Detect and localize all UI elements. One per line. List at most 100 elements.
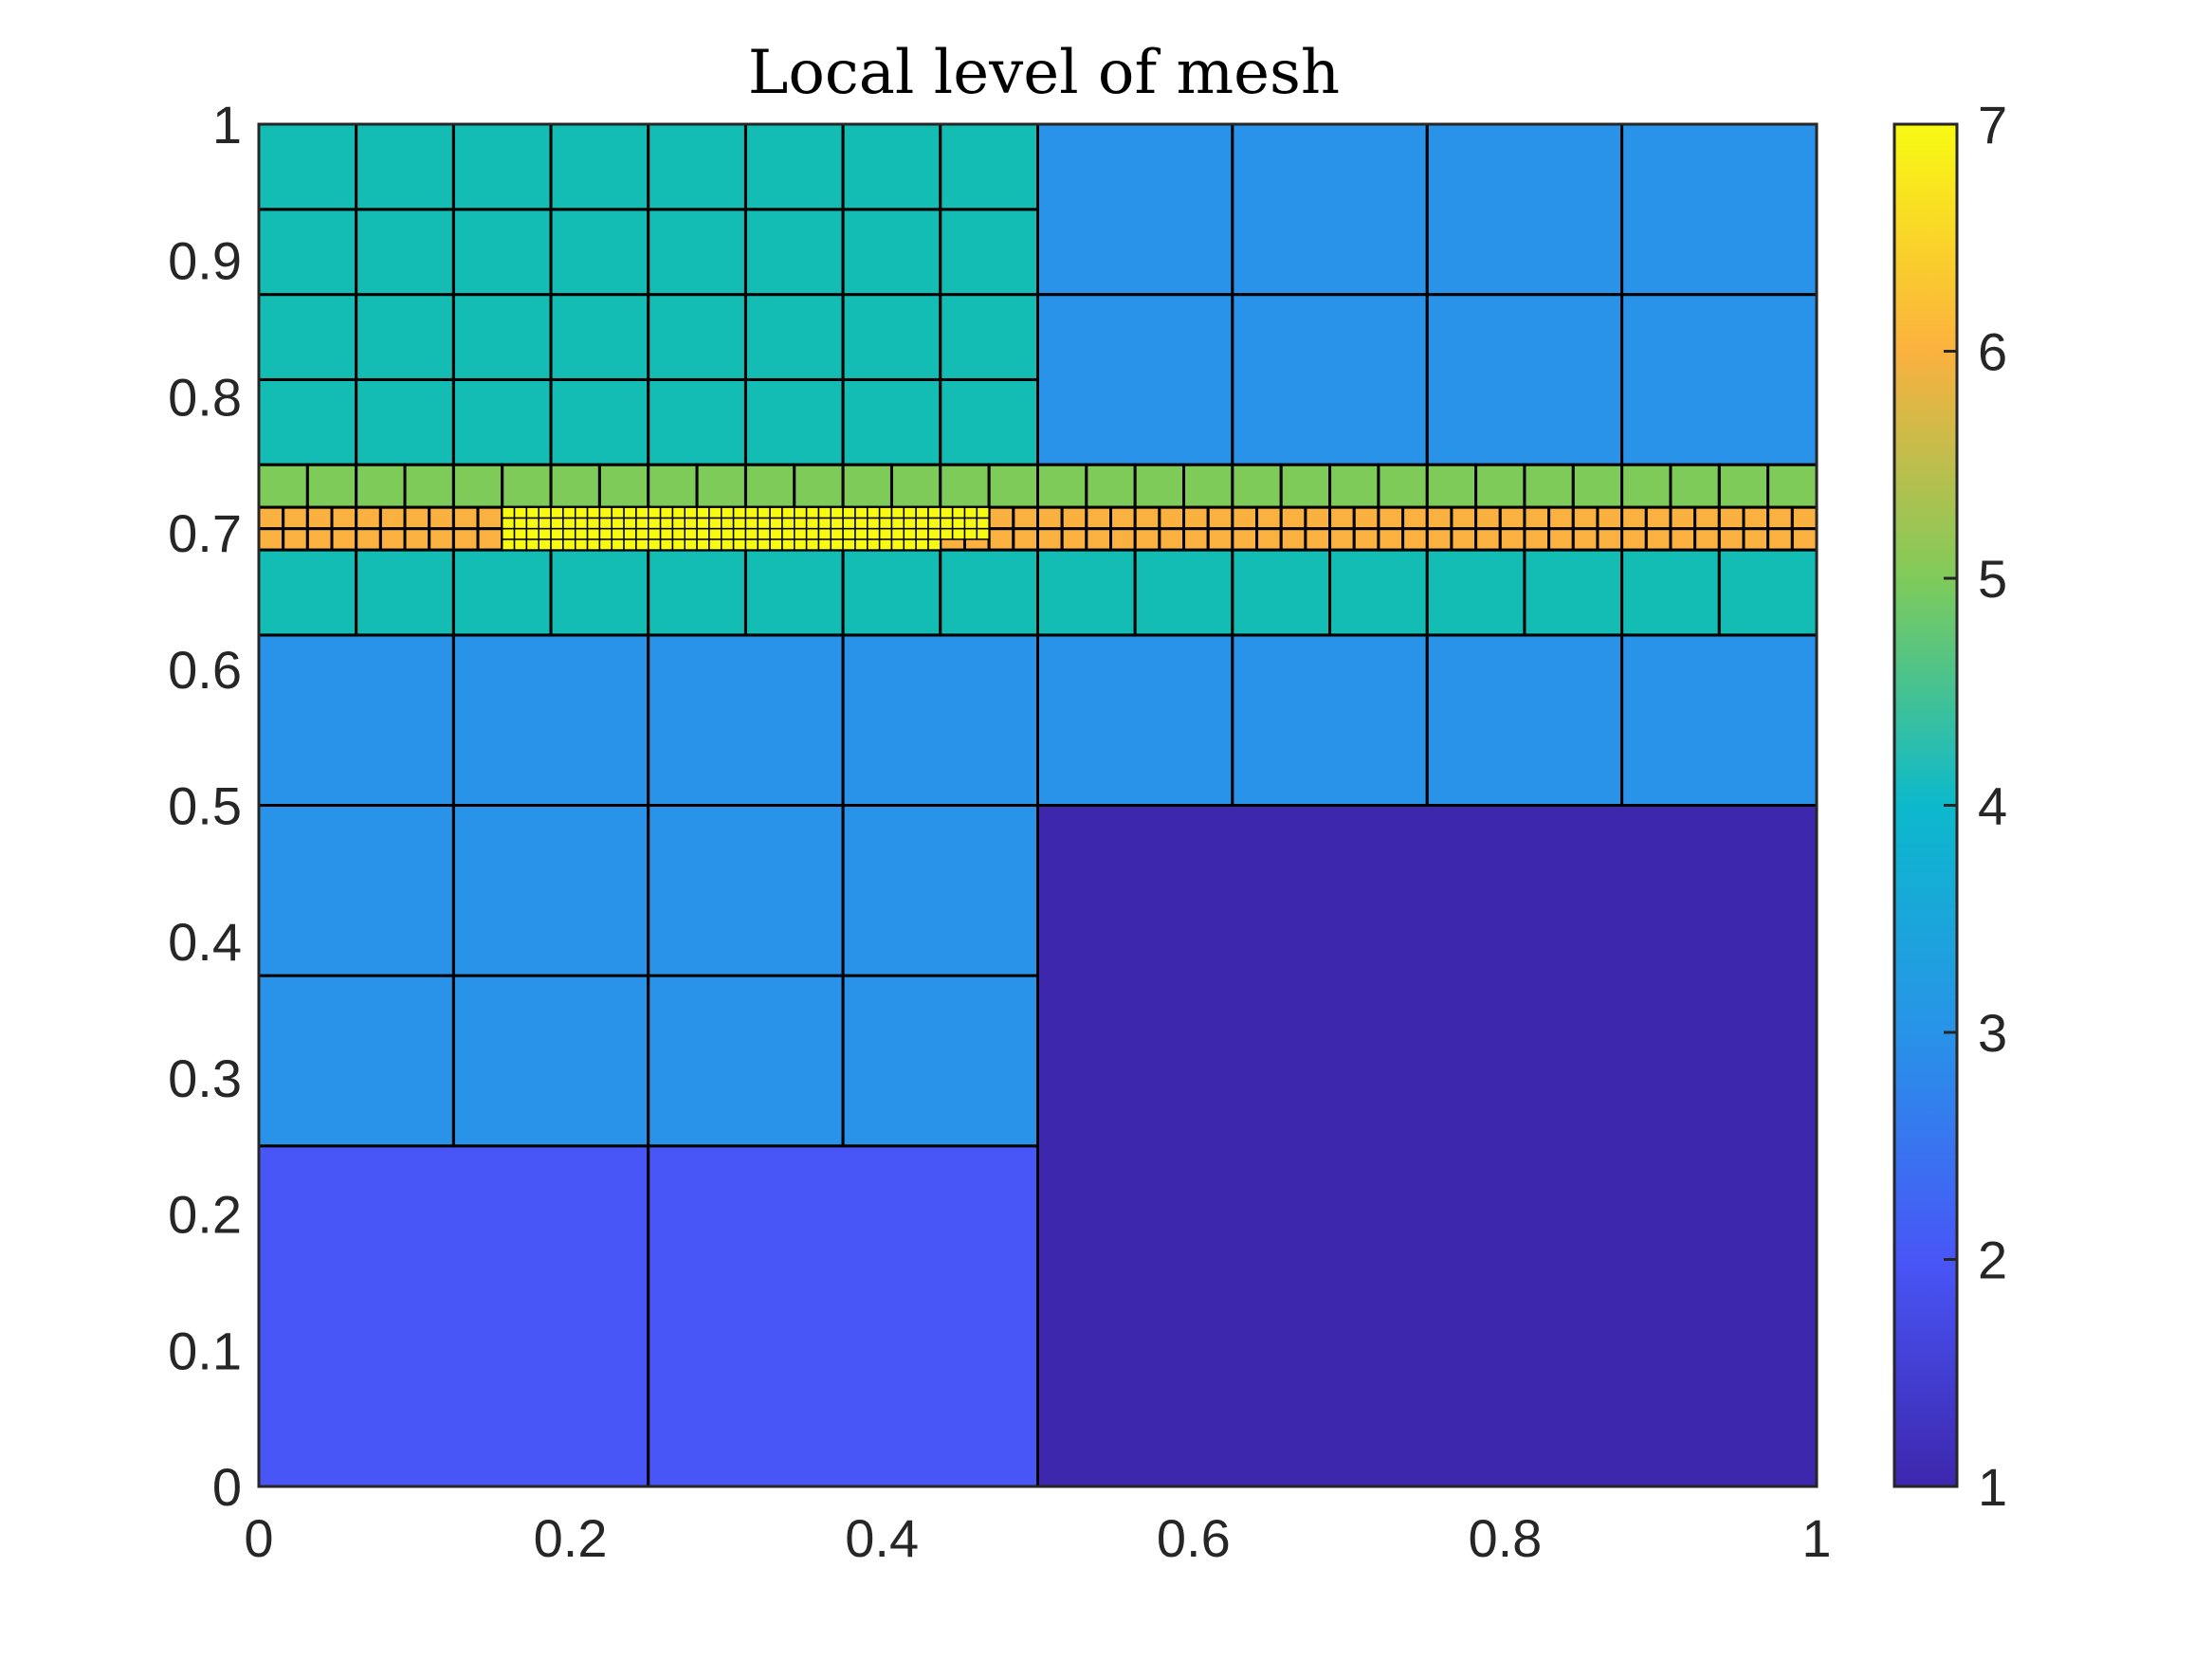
mesh-cell [1571, 527, 1600, 552]
chart-title: Local level of mesh [748, 38, 1340, 108]
mesh-cell [355, 122, 455, 211]
mesh-cell [903, 506, 917, 520]
mesh-cell [1036, 527, 1064, 552]
x-tick-label: 1 [1801, 1508, 1831, 1568]
mesh-cell [635, 527, 649, 540]
mesh-cell [1620, 505, 1648, 531]
mesh-cell [684, 517, 698, 530]
mesh-cell [451, 505, 480, 531]
mesh-cell [257, 463, 309, 509]
y-tick-label: 0.1 [168, 1321, 242, 1380]
mesh-cell [355, 548, 455, 637]
mesh-cell [721, 538, 735, 551]
y-tick-label: 1 [212, 95, 242, 155]
mesh-cell [378, 505, 407, 531]
mesh-cell [1036, 804, 1819, 1488]
mesh-cell [1133, 463, 1186, 509]
x-tick-label: 0.2 [534, 1508, 608, 1568]
mesh-cell [1474, 527, 1502, 552]
mesh-cell [781, 538, 795, 551]
mesh-cell [684, 506, 698, 520]
mesh-cell [428, 505, 455, 531]
plot-frame [257, 122, 1819, 1488]
mesh-cell [1279, 527, 1307, 552]
mesh-cell [1231, 633, 1429, 807]
mesh-cell [841, 463, 893, 509]
mesh-cell [257, 122, 358, 211]
mesh-cell [1231, 293, 1429, 466]
mesh-cell [451, 463, 504, 509]
mesh-cell [987, 527, 1015, 552]
mesh-cell [1328, 527, 1356, 552]
mesh-cell [648, 527, 662, 540]
mesh-cell [1352, 505, 1380, 531]
mesh-cell [721, 506, 735, 520]
mesh-cell [647, 1144, 1039, 1488]
mesh-cell [647, 463, 699, 509]
mesh-cell [403, 505, 431, 531]
mesh-cell [549, 548, 650, 637]
mesh-cell [1669, 505, 1697, 531]
mesh-cell [550, 538, 564, 551]
mesh-cell [257, 804, 455, 977]
mesh-cell [927, 506, 941, 520]
mesh-cell [647, 548, 747, 637]
mesh-cell [355, 293, 455, 381]
mesh-cell [1620, 293, 1819, 466]
mesh-cell [1669, 463, 1721, 509]
mesh-cell [743, 377, 845, 466]
mesh-cell [732, 538, 747, 551]
mesh-cell [708, 517, 722, 530]
mesh-cell [1425, 505, 1453, 531]
mesh-cell [708, 527, 722, 540]
mesh-cell [963, 506, 978, 520]
mesh-cell [794, 538, 808, 551]
mesh-cell [927, 527, 941, 540]
mesh-cell [1742, 527, 1770, 552]
mesh-cell [1012, 505, 1039, 531]
mesh-cell [257, 377, 358, 466]
mesh-cell [1693, 505, 1721, 531]
mesh-cell [305, 463, 358, 509]
mesh-cell [1304, 505, 1332, 531]
mesh-cell [574, 538, 589, 551]
mesh-cell [708, 506, 722, 520]
mesh-cell [1279, 505, 1307, 531]
mesh-cell [648, 506, 662, 520]
mesh-cell [1644, 505, 1673, 531]
mesh-cell [623, 527, 637, 540]
mesh-cell [1620, 122, 1819, 297]
mesh-cell [574, 517, 589, 530]
mesh-cell [1377, 527, 1405, 552]
y-tick-label: 0.8 [168, 367, 242, 427]
mesh-cell [1766, 527, 1794, 552]
x-axis: 0 0.2 0.4 0.6 0.8 1 [244, 1508, 1831, 1568]
mesh-cell [1328, 463, 1380, 509]
mesh-cell [1596, 527, 1624, 552]
mesh-cell [647, 122, 747, 211]
mesh-cell [757, 517, 771, 530]
mesh-cell [867, 517, 881, 530]
mesh-cell [744, 517, 759, 530]
mesh-cell [1596, 505, 1624, 531]
mesh-cell [1036, 505, 1064, 531]
y-tick-label: 0.9 [168, 231, 242, 291]
mesh-cell [549, 122, 650, 211]
mesh-cell [890, 506, 905, 520]
mesh-cell [1231, 463, 1283, 509]
mesh-cell [696, 517, 710, 530]
mesh-cell [987, 463, 1039, 509]
mesh-cell [378, 527, 407, 552]
mesh-cell [305, 505, 334, 531]
mesh-cell [721, 517, 735, 530]
mesh-cell [830, 517, 844, 530]
mesh-cell [1206, 527, 1234, 552]
x-tick-label: 0.8 [1468, 1508, 1542, 1568]
mesh-cell [1158, 527, 1186, 552]
mesh-cell [586, 517, 601, 530]
mesh-cell [684, 527, 698, 540]
mesh-cell [794, 506, 808, 520]
mesh-cell [549, 463, 601, 509]
mesh-cell [525, 517, 539, 530]
mesh-cell [1231, 505, 1259, 531]
